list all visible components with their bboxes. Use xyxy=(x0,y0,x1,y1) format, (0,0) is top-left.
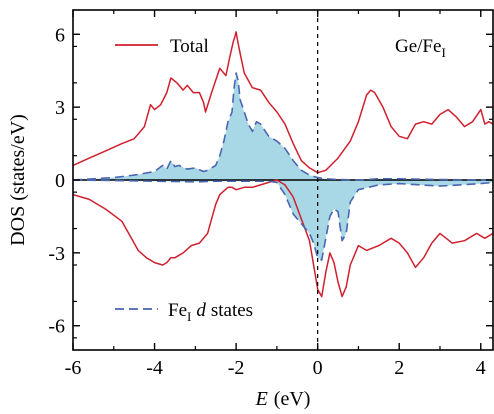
total-line-spin-up xyxy=(73,31,493,174)
x-tick-label: 4 xyxy=(476,357,486,379)
y-tick-label: 0 xyxy=(55,170,65,192)
y-tick-label: -6 xyxy=(48,316,65,338)
fe-d-fill-layer xyxy=(73,73,493,261)
x-tick-label: -6 xyxy=(65,357,82,379)
system-annotation: Ge/FeI xyxy=(395,36,446,60)
y-axis-title: DOS (states/eV) xyxy=(7,114,29,246)
y-tick-label: -3 xyxy=(48,243,65,265)
legend-total-label: Total xyxy=(170,36,209,57)
y-tick-label: 6 xyxy=(55,24,65,46)
x-tick-label: 2 xyxy=(394,357,404,379)
x-axis-title: E (eV) xyxy=(255,388,311,410)
x-tick-label: -2 xyxy=(228,357,245,379)
series-line-layer xyxy=(73,31,493,298)
fe-d-line-spin-down xyxy=(73,179,493,261)
fe-d-line-spin-up xyxy=(73,72,493,181)
axis-ticks: -6 -4 -2 0 2 4 -6 -3 0 3 6 xyxy=(48,10,493,379)
legend-fe-label: FeI d states xyxy=(168,300,253,324)
x-tick-label: 0 xyxy=(313,357,323,379)
fe-d-fill-spin-up xyxy=(73,73,493,180)
x-tick-label: -4 xyxy=(146,357,163,379)
y-tick-label: 3 xyxy=(55,97,65,119)
legend: Total FeI d states xyxy=(115,36,253,324)
total-line-spin-down xyxy=(73,179,493,298)
